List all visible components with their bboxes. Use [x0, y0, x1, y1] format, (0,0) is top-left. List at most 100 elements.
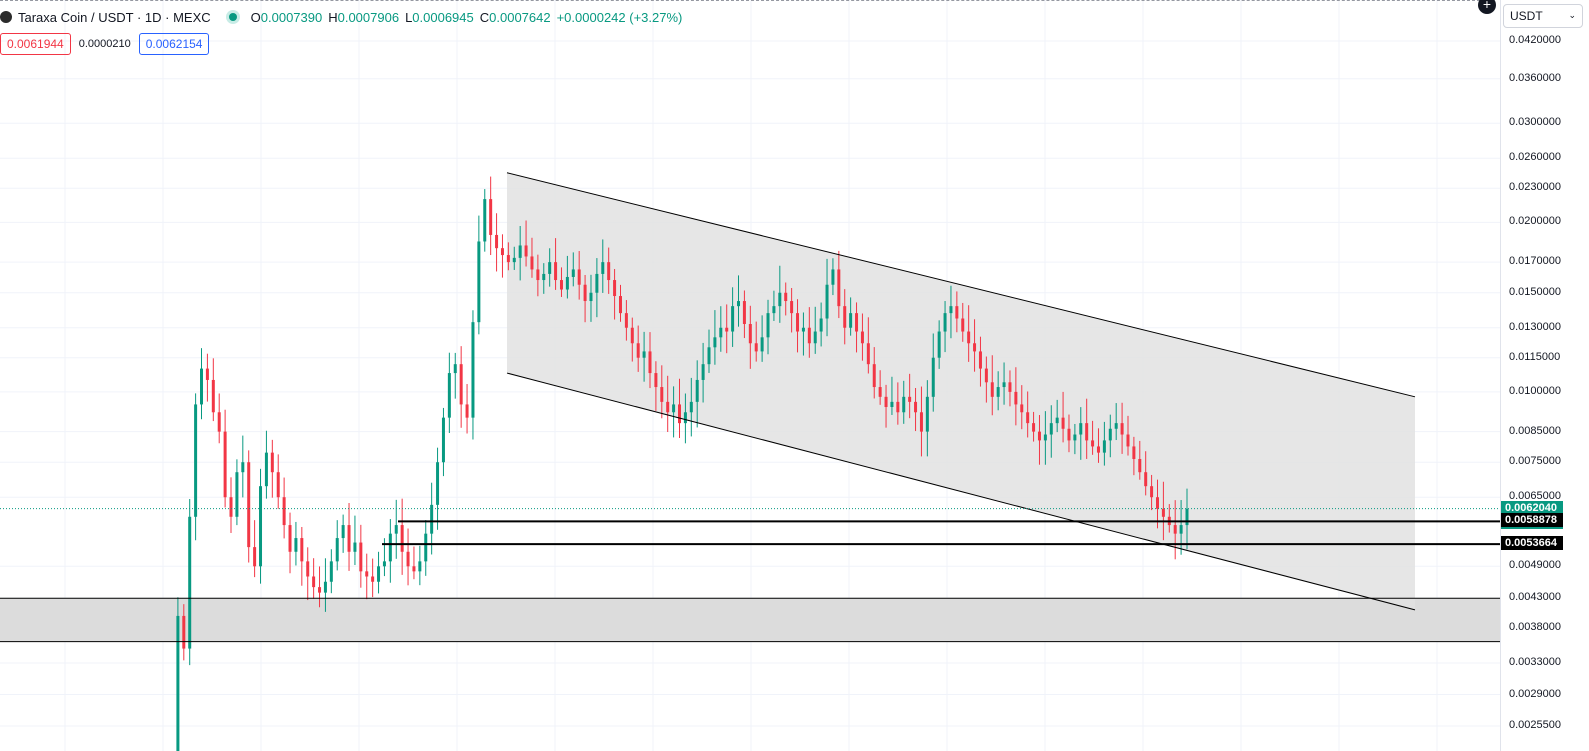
open-value: 0.0007390 [260, 9, 323, 25]
candle-body [400, 525, 404, 552]
market-status-icon [228, 13, 237, 21]
chevron-down-icon: ⌄ [1568, 10, 1576, 20]
candle-body [1043, 434, 1047, 441]
low-value: 0.0006945 [412, 9, 474, 25]
price-tick-label: 0.0230000 [1509, 181, 1561, 194]
price-tick-label: 0.0150000 [1509, 285, 1561, 298]
candle-body [754, 343, 758, 352]
descending-channel [507, 172, 1415, 610]
symbol-title[interactable]: Taraxa Coin / USDT · 1D · MEXC [18, 9, 211, 25]
candle-body [807, 327, 811, 344]
candle-body [347, 525, 351, 552]
candle-body [318, 587, 322, 593]
currency-select[interactable]: USDT ⌄ [1503, 4, 1583, 28]
candle-body [1161, 508, 1165, 517]
candle-body [624, 313, 628, 328]
candle-body [1096, 446, 1100, 453]
coin-logo-icon [0, 11, 12, 23]
channel-upper-line [506, 172, 1416, 398]
candle-body [955, 306, 959, 319]
candle-body [1026, 412, 1030, 424]
candle-body [772, 306, 776, 314]
candle-body [1102, 440, 1106, 453]
currency-label: USDT [1510, 9, 1543, 23]
candle-body [1150, 486, 1154, 498]
candle-body [666, 401, 670, 413]
candle-body [642, 351, 646, 358]
candle-body [223, 431, 227, 498]
price-tick-label: 0.0049000 [1509, 559, 1561, 572]
candle-body [748, 324, 752, 344]
candle-body [276, 472, 280, 498]
price-chart[interactable] [0, 0, 1500, 751]
candles [176, 176, 1189, 751]
candle-body [595, 273, 599, 293]
candle-body [247, 462, 251, 548]
candle-body [902, 396, 906, 413]
price-tick-label: 0.0085000 [1509, 424, 1561, 437]
candle-body [436, 462, 440, 505]
candle-body [1185, 508, 1189, 526]
candle-body [1014, 391, 1018, 405]
candle-body [890, 401, 894, 408]
high-value: 0.0007906 [337, 9, 400, 25]
candle-body [1055, 417, 1059, 424]
candle-body [259, 486, 263, 567]
candle-body [1108, 428, 1112, 441]
candle-body [618, 296, 622, 314]
low-label: L [405, 9, 413, 25]
candle-body [211, 379, 215, 413]
add-icon[interactable]: + [1478, 0, 1496, 14]
candle-body [801, 327, 805, 332]
candle-body [695, 379, 699, 402]
candle-body [394, 525, 398, 534]
buy-button[interactable]: 0.0062154 [138, 33, 210, 55]
candle-body [790, 301, 794, 314]
candle-body [630, 327, 634, 344]
candle-body [589, 292, 593, 302]
candle-body [1073, 434, 1077, 441]
candle-body [701, 364, 705, 380]
candle-body [506, 255, 510, 263]
candle-body [459, 364, 463, 405]
candle-body [441, 417, 445, 463]
candle-body [914, 401, 918, 413]
candle-body [1091, 440, 1095, 447]
candle-body [713, 337, 717, 348]
candle-body [583, 284, 587, 302]
candle-body [996, 387, 1000, 397]
level-2-tag: 0.0053664 [1501, 536, 1563, 551]
candle-body [843, 306, 847, 328]
candle-body [1155, 497, 1159, 509]
candle-body [990, 382, 994, 397]
candle-body [719, 327, 723, 338]
candle-body [447, 373, 451, 418]
candle-body [335, 538, 339, 562]
price-tick-label: 0.0200000 [1509, 215, 1561, 228]
candle-body [601, 262, 605, 274]
candle-body [489, 199, 493, 235]
candle-body [1114, 423, 1118, 429]
candle-body [465, 404, 469, 418]
candle-body [689, 401, 693, 413]
price-axis[interactable]: 0.0420000 0.0360000 0.0300000 0.0260000 0.02… [1500, 0, 1589, 751]
candle-body [825, 284, 829, 319]
candle-body [908, 396, 912, 402]
candle-body [530, 256, 534, 270]
chart-canvas[interactable] [0, 0, 1500, 751]
candle-body [731, 306, 735, 332]
candle-body [512, 257, 516, 263]
candle-body [967, 331, 971, 344]
candle-body [577, 269, 581, 285]
candle-body [388, 533, 392, 562]
price-tick-label: 0.0360000 [1509, 71, 1561, 84]
candle-body [518, 245, 522, 258]
sell-button[interactable]: 0.0061944 [0, 33, 71, 55]
candle-body [205, 368, 209, 380]
candle-body [500, 248, 504, 256]
candle-body [860, 331, 864, 344]
candle-body [742, 301, 746, 325]
current-price-tag: 0.0062040 [1501, 500, 1563, 515]
change-value: +0.0000242 (+3.27%) [556, 9, 683, 25]
candle-body [778, 292, 782, 307]
